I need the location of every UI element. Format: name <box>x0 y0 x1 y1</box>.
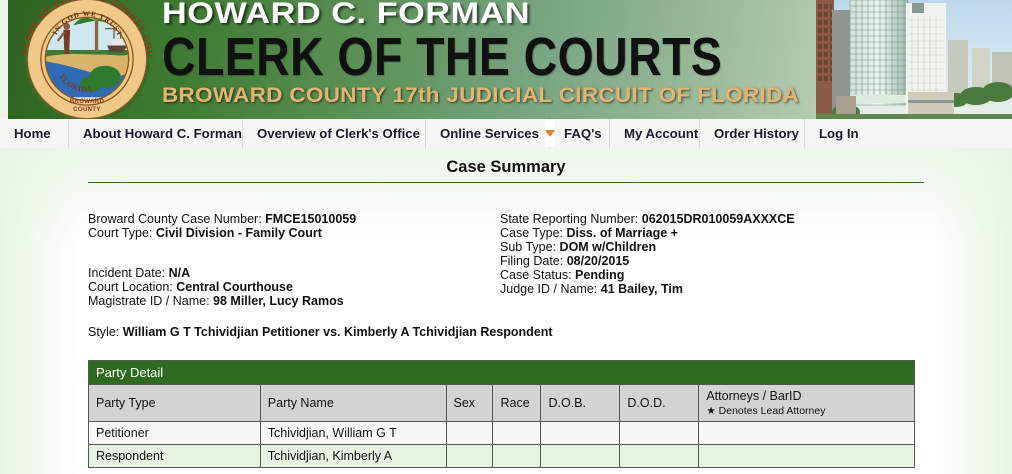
svg-text:BROWARD: BROWARD <box>70 99 105 105</box>
svg-text:COUNTY: COUNTY <box>73 107 101 113</box>
